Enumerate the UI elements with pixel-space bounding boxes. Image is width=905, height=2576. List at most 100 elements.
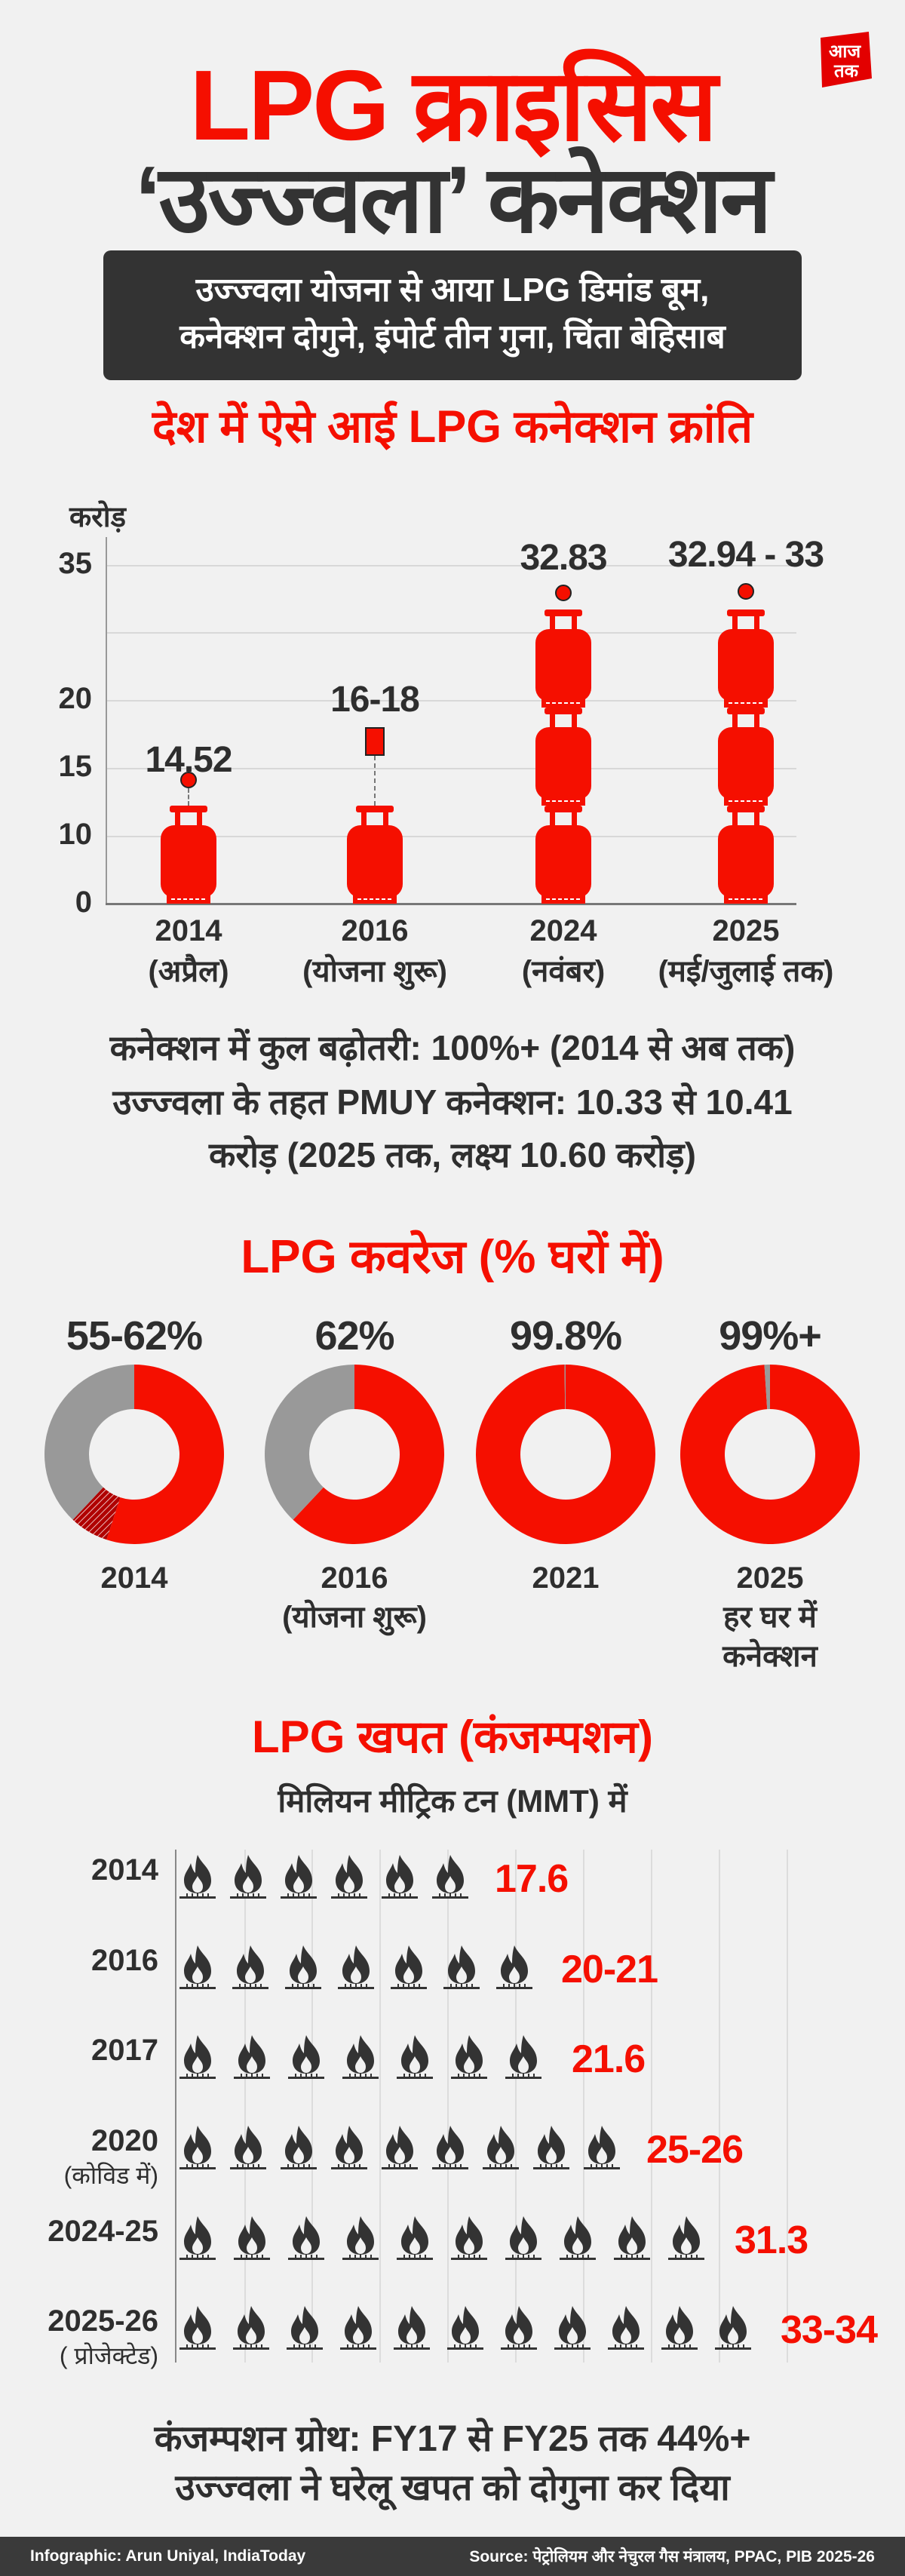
consumption-heading: LPG खपत (कंजम्पशन)	[252, 1712, 653, 1762]
coverage-donut	[475, 1365, 655, 1544]
coverage-donut	[680, 1365, 860, 1544]
consumption-value: 33-34	[781, 2308, 878, 2352]
category-label: 2014	[155, 914, 222, 947]
gridline	[244, 1850, 246, 2363]
gridline	[447, 1850, 449, 2363]
aajtak-logo: आज तक	[814, 30, 875, 91]
gas-flame-icon	[279, 1853, 318, 1900]
footer: Infographic: Arun Uniyal, IndiaToday Sou…	[0, 2537, 905, 2576]
gas-flame-icon	[178, 2215, 217, 2261]
coverage-percent-label: 62%	[314, 1313, 394, 1359]
gridline	[106, 565, 796, 566]
gridline	[583, 1850, 584, 2363]
gas-flame-icon	[504, 2215, 543, 2261]
gas-flame-icon	[232, 2034, 272, 2080]
category-label: 2024	[529, 914, 597, 947]
gridline	[787, 1850, 788, 2363]
svg-text:तक: तक	[833, 60, 860, 81]
gas-flame-icon	[395, 2215, 434, 2261]
lpg-cylinder-icon	[718, 708, 774, 806]
subtitle-box: उज्ज्वला योजना से आया LPG डिमांड बूम, कन…	[103, 250, 802, 380]
value-label: 16-18	[330, 680, 420, 720]
value-label: 32.83	[520, 538, 607, 578]
category-sublabel: (अप्रैल)	[148, 955, 229, 988]
gas-flame-icon	[232, 2215, 272, 2261]
gas-flame-icon	[178, 1944, 217, 1991]
consumption-value: 17.6	[495, 1857, 569, 1901]
y-tick-label: 20	[58, 682, 93, 715]
consumption-row-label: 2020	[91, 2124, 158, 2157]
gas-flame-icon	[553, 2304, 592, 2351]
gas-flame-icon	[229, 1853, 268, 1900]
subtitle-line1: उज्ज्वला योजना से आया LPG डिमांड बूम,	[195, 272, 710, 309]
value-label: 32.94 - 33	[667, 535, 824, 575]
y-tick-label: 35	[58, 547, 93, 580]
gridline	[106, 700, 796, 702]
y-tick-label: 15	[58, 750, 93, 783]
gas-flame-icon	[231, 1944, 270, 1991]
gas-flame-icon	[606, 2304, 646, 2351]
title-line2: ‘उज्ज्वला’ कनेक्शन	[135, 148, 772, 252]
y-axis	[106, 537, 107, 904]
uncovered-segment	[564, 1365, 566, 1410]
consumption-row-sublabel: (कोविड में)	[63, 2162, 158, 2189]
consumption-row-sublabel: ( प्रोजेक्टेड)	[59, 2342, 158, 2369]
consumption-row-label: 2024-25	[48, 2215, 158, 2248]
coverage-year-label: 2021	[532, 1561, 600, 1595]
gas-flame-icon	[389, 1944, 428, 1991]
consumption-note-2: उज्ज्वला ने घरेलू खपत को दोगुना कर दिया	[175, 2468, 730, 2508]
gridline	[311, 1850, 313, 2363]
lpg-cylinder-icon	[535, 609, 591, 708]
consumption-value: 31.3	[735, 2218, 808, 2262]
gas-flame-icon	[287, 2215, 326, 2261]
covered-segment	[293, 1365, 444, 1544]
consumption-value: 25-26	[646, 2128, 744, 2172]
gas-flame-icon	[504, 2034, 543, 2080]
gridline	[106, 632, 796, 634]
gas-flame-icon	[449, 2215, 489, 2261]
connections-note-1: कनेक्शन में कुल बढ़ोतरी: 100%+ (2014 से …	[109, 1028, 796, 1067]
gas-flame-icon	[532, 2124, 571, 2171]
consumption-row-label: 2025-26	[48, 2304, 158, 2338]
gas-flame-icon	[481, 2124, 520, 2171]
consumption-unit: मिलियन मीट्रिक टन (MMT) में	[278, 1783, 627, 1819]
gas-flame-icon	[330, 2124, 369, 2171]
value-marker-dot	[738, 583, 754, 600]
lpg-cylinder-icon	[718, 806, 774, 904]
gas-flame-icon	[341, 2215, 380, 2261]
coverage-percent-label: 99%+	[719, 1313, 822, 1359]
coverage-donut	[265, 1365, 444, 1544]
coverage-percent-label: 55-62%	[66, 1313, 203, 1359]
consumption-row-label: 2014	[91, 1853, 158, 1887]
gridline	[106, 836, 796, 837]
lpg-cylinder-icon	[161, 806, 216, 904]
y-tick-label: 10	[58, 818, 93, 851]
marker-leader-line	[374, 756, 376, 806]
gas-flame-icon	[336, 1944, 376, 1991]
uncovered-segment	[764, 1365, 770, 1410]
lpg-cylinder-icon	[535, 708, 591, 806]
footer-credit: Infographic: Arun Uniyal, IndiaToday	[30, 2547, 306, 2565]
gas-flame-icon	[392, 2304, 431, 2351]
gas-flame-icon	[660, 2304, 699, 2351]
gas-flame-icon	[178, 2304, 217, 2351]
gas-flame-icon	[285, 2304, 324, 2351]
coverage-year-label: 2025	[736, 1561, 804, 1595]
consumption-value: 20-21	[561, 1948, 658, 1991]
gas-flame-icon	[178, 2034, 217, 2080]
connections-note-2: उज्ज्वला के तहत PMUY कनेक्शन: 10.33 से 1…	[112, 1082, 793, 1122]
coverage-donut	[44, 1365, 224, 1544]
footer-source: Source: पेट्रोलियम और नेचुरल गैस मंत्राल…	[469, 2548, 875, 2565]
gas-flame-icon	[229, 2124, 268, 2171]
y-tick-label: 0	[75, 886, 92, 919]
gas-flame-icon	[499, 2304, 538, 2351]
gas-flame-icon	[339, 2304, 378, 2351]
connections-heading: देश में ऐसे आई LPG कनेक्शन क्रांति	[152, 401, 753, 452]
gas-flame-icon	[284, 1944, 323, 1991]
coverage-heading: LPG कवरेज (% घरों में)	[241, 1231, 664, 1283]
gas-flame-icon	[341, 2034, 380, 2080]
gas-flame-icon	[449, 2034, 489, 2080]
gas-flame-icon	[446, 2304, 485, 2351]
subtitle-line2: कनेक्शन दोगुने, इंपोर्ट तीन गुना, चिंता …	[179, 318, 726, 355]
gas-flame-icon	[431, 1853, 470, 1900]
